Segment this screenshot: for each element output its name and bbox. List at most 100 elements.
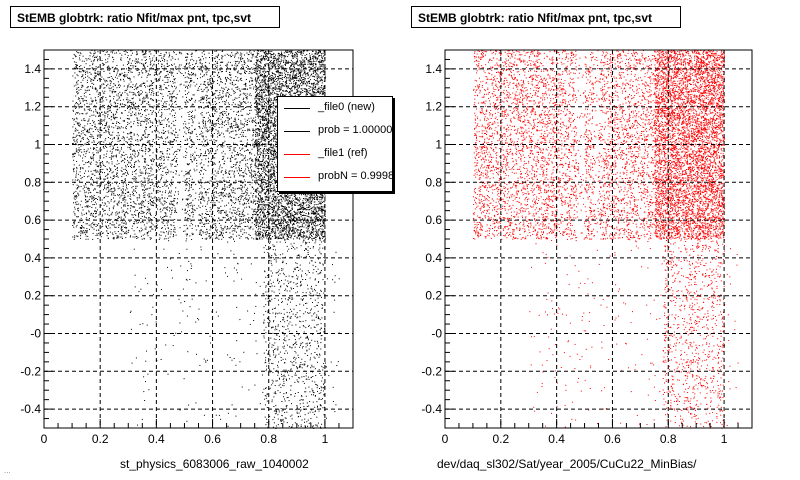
data-point [169,91,171,92]
data-point [149,140,151,142]
data-point [200,230,202,232]
data-point [153,82,155,84]
data-point [265,173,266,175]
data-point [249,71,251,72]
data-point [134,93,136,95]
data-point [176,93,178,95]
data-point [113,83,115,85]
data-point [275,154,277,156]
data-point [164,212,166,214]
data-point [75,64,77,65]
data-point [235,62,237,64]
data-point [224,194,226,196]
data-point [175,86,177,88]
data-point [231,155,233,157]
data-point [95,161,97,163]
data-point [265,110,267,112]
data-point [270,144,271,146]
data-point [79,175,81,177]
data-point [126,171,128,173]
data-point [106,80,108,82]
data-point [124,110,126,111]
data-point [173,221,175,223]
data-point [107,228,109,229]
data-point [124,215,126,217]
data-point [80,81,82,83]
data-point [265,133,267,135]
data-point [198,89,200,91]
data-point [79,52,81,54]
data-point [221,200,223,202]
data-point [116,168,118,169]
data-point [187,93,188,95]
data-point [264,98,266,100]
data-point [100,123,101,125]
data-point [242,176,244,178]
data-point [310,231,312,233]
data-point [270,120,272,122]
data-point [140,222,142,224]
data-point [121,170,123,172]
data-point [130,86,132,88]
data-point [202,231,204,232]
data-point [102,64,104,66]
data-point [321,94,323,96]
data-point [92,101,94,103]
data-point [244,125,245,127]
data-point [292,65,294,67]
data-point [314,53,316,54]
data-point [73,223,75,225]
data-point [156,74,158,76]
data-point [203,58,204,60]
data-point [257,170,259,172]
data-point [247,130,249,132]
data-point [213,227,214,229]
data-point [115,111,117,113]
data-point [116,203,118,205]
data-point [106,111,108,113]
data-point [127,115,129,116]
data-point [79,123,81,125]
data-point [174,78,176,80]
data-point [190,159,192,160]
data-point [198,234,200,235]
data-point [96,211,97,213]
data-point [113,155,115,157]
data-point [84,99,86,101]
data-point [139,98,141,100]
data-point [192,67,194,69]
data-point [170,203,172,205]
data-point [184,90,186,92]
data-point [152,158,154,160]
data-point [135,87,137,89]
data-point [215,97,217,99]
data-point [219,180,221,182]
data-point [160,100,162,102]
data-point [142,135,144,136]
data-point [253,193,255,194]
data-point [231,84,233,85]
data-point [231,64,233,66]
data-point [132,84,134,86]
data-point [237,126,239,128]
data-point [221,170,223,172]
data-point [188,173,190,175]
data-point [80,141,81,143]
data-point [301,215,303,216]
data-point [91,177,92,178]
data-point [237,77,239,79]
data-point [191,178,193,180]
data-point [132,236,134,238]
data-point [167,197,168,199]
data-point [133,223,134,225]
data-point [110,116,112,118]
data-point [159,200,161,202]
data-point [220,118,222,120]
data-point [250,104,252,106]
data-point [125,220,126,222]
data-point [274,190,276,192]
data-point [96,127,98,129]
data-point [190,186,192,188]
data-point [157,91,159,93]
data-point [323,55,325,57]
